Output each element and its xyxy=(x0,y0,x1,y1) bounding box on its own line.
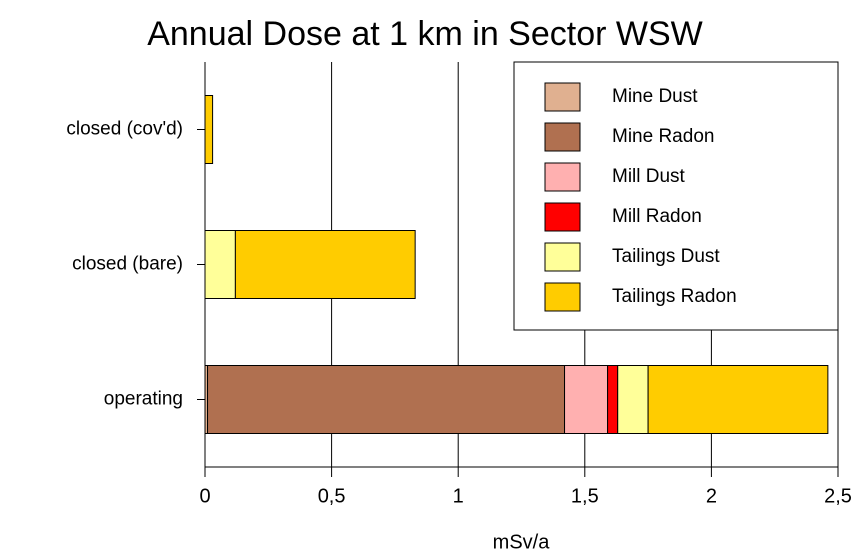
x-tick-label: 1,5 xyxy=(571,485,599,507)
chart-title: Annual Dose at 1 km in Sector WSW xyxy=(147,15,703,53)
legend-label: Mill Radon xyxy=(612,206,702,227)
x-tick-label: 0,5 xyxy=(318,485,346,507)
x-axis-label: mSv/a xyxy=(493,531,551,553)
legend-label: Mill Dust xyxy=(612,166,686,187)
legend-swatch xyxy=(544,242,581,272)
legend-swatch xyxy=(544,162,581,192)
legend-label: Mine Dust xyxy=(612,86,698,107)
legend-swatch xyxy=(544,202,581,232)
legend-swatch xyxy=(544,282,581,312)
x-tick-label: 1 xyxy=(453,485,464,507)
bar-segment xyxy=(204,230,236,299)
x-tick-label: 2,5 xyxy=(824,485,852,507)
legend-swatch xyxy=(544,122,581,152)
bar-segment xyxy=(564,365,609,434)
legend-label: Tailings Dust xyxy=(612,246,720,267)
y-tick-label: closed (bare) xyxy=(72,254,183,275)
y-tick-label: closed (cov'd) xyxy=(66,119,183,140)
bar-segment xyxy=(647,365,829,434)
bar-segment xyxy=(617,365,649,434)
bar-segment xyxy=(204,95,214,164)
x-tick-label: 0 xyxy=(199,485,210,507)
legend-label: Tailings Radon xyxy=(612,286,737,307)
bar-segment xyxy=(207,365,566,434)
y-tick-label: operating xyxy=(104,389,183,410)
legend-swatch xyxy=(544,82,581,112)
x-tick-label: 2 xyxy=(706,485,717,507)
legend-label: Mine Radon xyxy=(612,126,714,147)
bar-segment xyxy=(234,230,416,299)
bar-segment xyxy=(607,365,619,434)
